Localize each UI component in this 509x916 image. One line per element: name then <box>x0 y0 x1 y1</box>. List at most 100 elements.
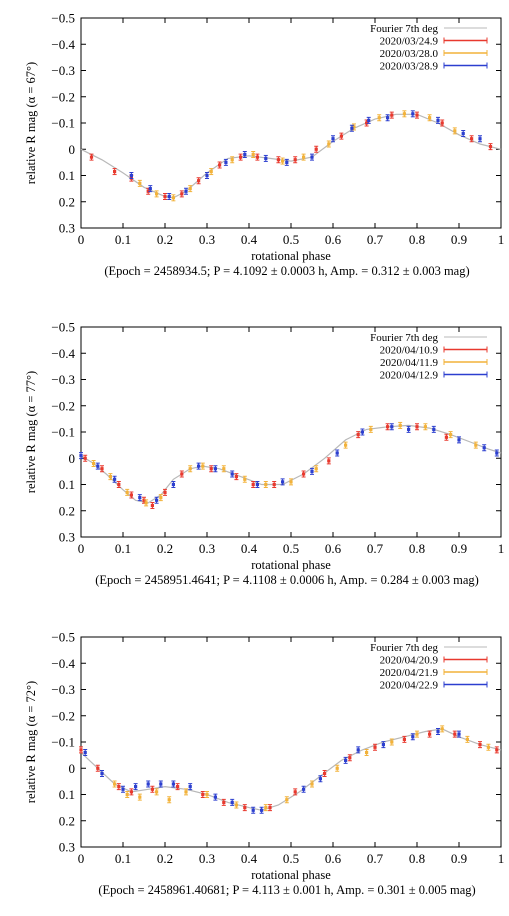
point-marker <box>239 155 243 159</box>
point-marker <box>386 425 390 429</box>
y-tick-label: −0.4 <box>51 37 75 52</box>
data-point <box>377 114 382 122</box>
point-marker <box>411 735 415 739</box>
point-marker <box>163 194 167 199</box>
plot-frame <box>80 636 502 848</box>
point-marker <box>465 737 469 741</box>
point-marker <box>243 152 247 157</box>
data-point <box>469 135 474 143</box>
data-point <box>448 431 453 439</box>
point-marker <box>352 125 356 129</box>
data-point <box>339 132 344 140</box>
data-point <box>137 793 142 801</box>
data-point <box>331 135 335 143</box>
data-point <box>167 796 172 804</box>
data-point <box>349 124 354 132</box>
x-tick-label: 0 <box>78 851 85 866</box>
x-tick-label: 0.6 <box>325 851 342 866</box>
x-tick-label: 0.8 <box>409 851 425 866</box>
point-marker <box>390 425 394 429</box>
data-point <box>488 143 493 151</box>
data-point <box>171 481 176 488</box>
data-point <box>280 478 285 486</box>
y-tick-label: 0.3 <box>59 840 75 855</box>
data-point <box>284 158 289 166</box>
data-point <box>133 783 138 791</box>
point-marker <box>390 740 394 744</box>
data-point <box>389 423 394 431</box>
data-point <box>200 791 205 798</box>
fourier-fit-line <box>80 113 502 199</box>
legend-label: 2020/03/28.0 <box>380 48 439 60</box>
data-point <box>112 168 117 176</box>
data-point <box>389 738 394 746</box>
data-point <box>268 804 272 812</box>
point-marker <box>213 467 217 471</box>
point-marker <box>432 427 436 431</box>
data-point <box>223 158 228 166</box>
data-point <box>125 488 130 496</box>
data-point <box>144 499 149 507</box>
data-point <box>461 130 466 137</box>
data-point <box>79 452 83 460</box>
x-tick-label: 0.6 <box>325 232 342 247</box>
y-tick-label: 0.3 <box>59 221 75 236</box>
data-point <box>146 187 151 195</box>
x-tick-label: 0.6 <box>325 541 342 556</box>
data-point <box>381 741 386 749</box>
fourier-fit-line <box>80 424 502 504</box>
point-marker <box>205 173 209 178</box>
data-point <box>452 127 457 135</box>
chart-caption: (Epoch = 2458951.4641; P = 4.1108 ± 0.00… <box>95 573 479 587</box>
point-marker <box>125 792 129 797</box>
point-marker <box>356 433 360 437</box>
point-marker <box>167 194 171 199</box>
series-3 <box>129 110 482 200</box>
legend-label: 2020/04/22.9 <box>380 680 439 692</box>
point-marker <box>243 477 247 481</box>
data-point <box>314 465 319 473</box>
point-marker <box>171 782 175 786</box>
point-marker <box>331 137 335 141</box>
point-marker <box>251 482 255 487</box>
data-point <box>310 467 314 475</box>
y-tick-label: −0.5 <box>51 320 75 335</box>
point-marker <box>289 480 293 484</box>
point-marker <box>318 777 322 781</box>
point-marker <box>268 806 272 810</box>
chart-panel-3: 0 0.1 0.2 0.3 0.4 0.5 0.6 0.7 0.8 0.9 1 −0.5 −0.4 −0.… <box>24 630 504 898</box>
series-1 <box>83 423 449 509</box>
point-marker <box>444 435 448 439</box>
data-point <box>217 161 222 169</box>
point-marker <box>281 159 285 163</box>
series-1 <box>79 730 499 812</box>
point-marker <box>255 155 259 159</box>
point-marker <box>293 158 297 162</box>
x-tick-label: 0 <box>78 541 85 556</box>
point-marker <box>356 748 360 752</box>
x-tick-label: 0.9 <box>451 851 467 866</box>
data-point <box>251 481 256 488</box>
data-point <box>427 730 432 738</box>
point-marker <box>83 750 87 755</box>
point-marker <box>155 192 159 196</box>
data-point <box>293 788 298 796</box>
point-marker <box>163 490 167 494</box>
x-tick-label: 0.5 <box>283 851 299 866</box>
point-marker <box>129 493 133 497</box>
legend-label: Fourier 7th deg <box>370 332 438 344</box>
x-tick-label: 0.9 <box>451 541 467 556</box>
y-tick-label: −0.3 <box>51 63 75 78</box>
point-marker <box>113 169 117 174</box>
series-1 <box>89 111 493 200</box>
point-marker <box>440 727 444 731</box>
point-marker <box>348 756 352 760</box>
data-point <box>112 780 117 788</box>
data-point <box>272 481 277 488</box>
data-point <box>314 145 319 153</box>
data-point <box>209 465 214 473</box>
y-tick-label: −0.1 <box>51 735 75 750</box>
point-marker <box>129 173 133 178</box>
data-point <box>318 775 323 783</box>
point-marker <box>79 454 83 458</box>
